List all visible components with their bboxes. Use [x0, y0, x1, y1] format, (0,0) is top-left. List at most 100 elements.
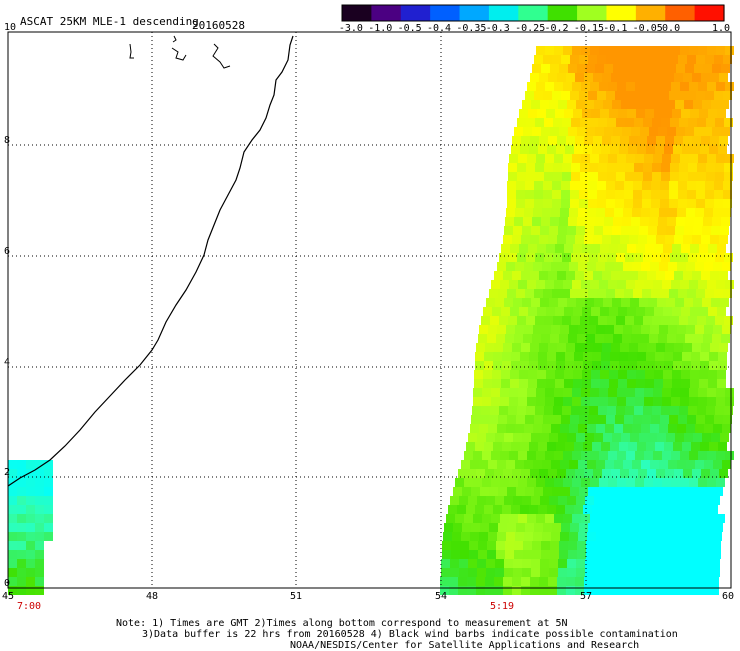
swath-cell: [724, 172, 733, 181]
swath-cell: [441, 559, 450, 568]
swath-cell: [481, 406, 490, 415]
swath-cell: [693, 298, 702, 307]
swath-cell: [499, 316, 508, 325]
swath-cell: [608, 388, 617, 397]
swath-cell: [647, 469, 656, 478]
swath-cell: [550, 334, 559, 343]
swath-cell: [586, 334, 595, 343]
swath-cell: [17, 487, 26, 496]
swath-cell: [657, 226, 666, 235]
swath-cell: [707, 280, 716, 289]
swath-cell: [17, 559, 26, 568]
swath-cell: [523, 127, 532, 136]
swath-cell: [687, 91, 696, 100]
swath-cell: [491, 478, 500, 487]
swath-cell: [725, 451, 734, 460]
swath-cell: [464, 451, 473, 460]
swath-cell: [635, 388, 644, 397]
swath-cell: [617, 388, 626, 397]
swath-cell: [686, 262, 695, 271]
swath-cell: [500, 280, 509, 289]
swath-cell: [550, 550, 559, 559]
swath-cell: [608, 451, 617, 460]
swath-cell: [512, 235, 521, 244]
swath-cell: [540, 496, 549, 505]
swath-cell: [689, 514, 698, 523]
swath-cell: [517, 253, 526, 262]
swath-cell: [606, 181, 615, 190]
colorbar-segment: [371, 5, 402, 21]
swath-cell: [26, 532, 35, 541]
swath-data-layer: [8, 46, 734, 595]
swath-cell: [682, 145, 691, 154]
swath-cell: [483, 370, 492, 379]
swath-cell: [533, 262, 542, 271]
swath-cell: [44, 469, 53, 478]
swath-cell: [596, 532, 605, 541]
swath-cell: [496, 550, 505, 559]
swath-cell: [707, 397, 716, 406]
swath-cell: [722, 262, 731, 271]
swath-cell: [482, 514, 491, 523]
swath-cell: [629, 577, 638, 586]
swath-cell: [502, 505, 511, 514]
swath-cell: [575, 235, 584, 244]
swath-cell: [602, 577, 611, 586]
swath-cell: [710, 235, 719, 244]
map-frame: [7, 31, 732, 589]
swath-cell: [529, 145, 538, 154]
swath-cell: [514, 334, 523, 343]
swath-cell: [554, 154, 563, 163]
swath-cell: [582, 109, 591, 118]
swath-cell: [545, 154, 554, 163]
swath-cell: [717, 109, 726, 118]
swath-cell: [562, 316, 571, 325]
map-grid: [8, 32, 731, 588]
swath-cell: [714, 181, 723, 190]
swath-cell: [561, 415, 570, 424]
swath-cell: [647, 343, 656, 352]
swath-cell: [711, 568, 720, 577]
swath-cell: [721, 64, 730, 73]
swath-cell: [535, 172, 544, 181]
swath-cell: [683, 73, 692, 82]
swath-cell: [671, 46, 680, 55]
swath-cell: [534, 523, 543, 532]
swath-cell: [460, 541, 469, 550]
swath-cell: [669, 415, 678, 424]
swath-cell: [503, 586, 512, 595]
swath-cell: [461, 460, 470, 469]
swath-cell: [557, 577, 566, 586]
swath-cell: [26, 496, 35, 505]
swath-cell: [577, 334, 586, 343]
swath-cell: [511, 505, 520, 514]
swath-cell: [514, 541, 523, 550]
swath-cell: [526, 316, 535, 325]
swath-cell: [710, 469, 719, 478]
swath-cell: [645, 109, 654, 118]
y-tick-label: 0: [4, 578, 11, 589]
swath-cell: [539, 136, 548, 145]
swath-cell: [521, 469, 530, 478]
swath-cell: [644, 388, 653, 397]
swath-cell: [716, 388, 725, 397]
swath-cell: [518, 478, 527, 487]
swath-cell: [542, 424, 551, 433]
swath-cell: [553, 118, 562, 127]
swath-cell: [713, 325, 722, 334]
swath-cell: [566, 73, 575, 82]
swath-cell: [545, 82, 554, 91]
swath-cell: [536, 514, 545, 523]
swath-cell: [537, 307, 546, 316]
time-label-right: 5:19: [490, 601, 515, 612]
swath-cell: [630, 568, 639, 577]
swath-cell: [618, 379, 627, 388]
swath-cell: [694, 127, 703, 136]
swath-cell: [597, 190, 606, 199]
swath-cell: [567, 496, 576, 505]
swath-cell: [633, 181, 642, 190]
swath-cell: [585, 496, 594, 505]
swath-cell: [707, 388, 716, 397]
swath-cell: [17, 505, 26, 514]
swath-cell: [561, 55, 570, 64]
